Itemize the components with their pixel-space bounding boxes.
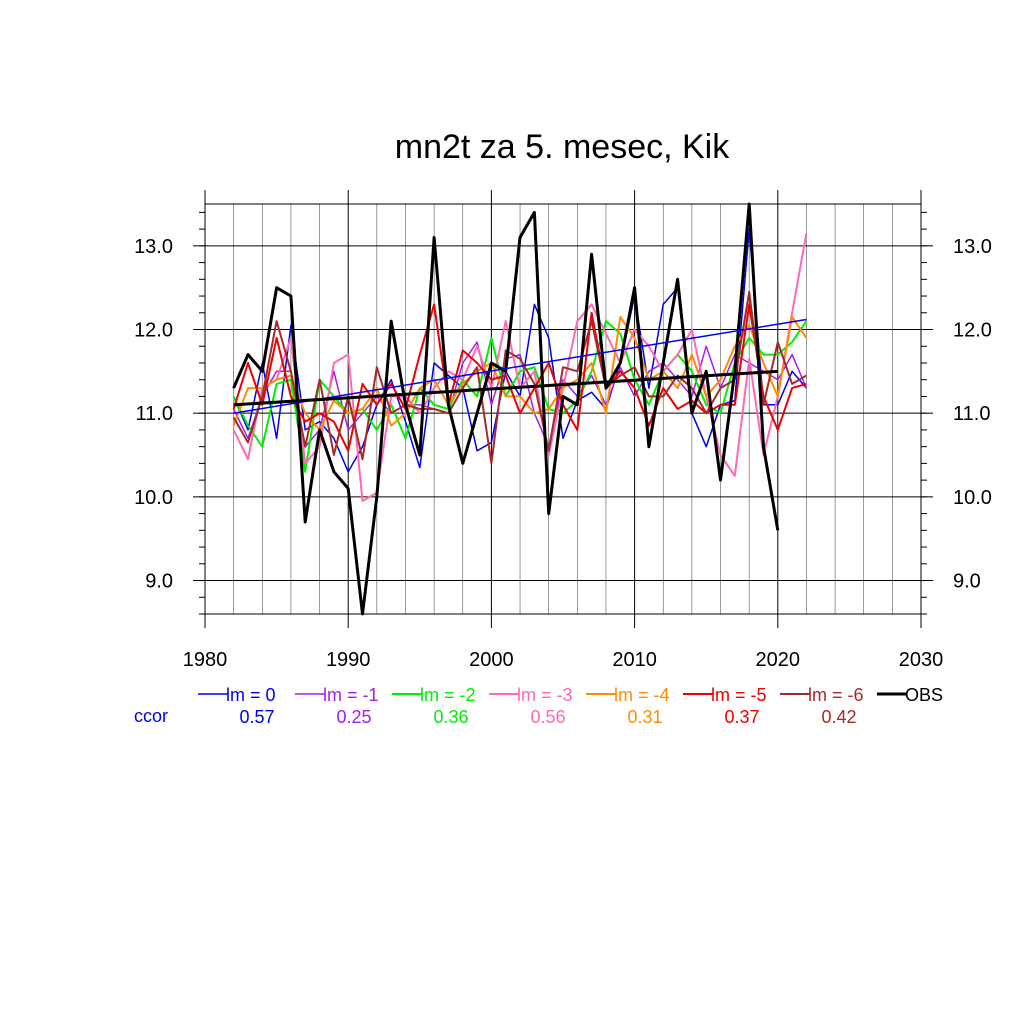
ccor-label: ccor [134,706,168,726]
x-tick-label: 1990 [326,649,371,671]
legend-ccor-value: 0.31 [627,707,662,727]
y-tick-label-right: 9.0 [953,571,981,593]
y-tick-label-right: 10.0 [953,487,992,509]
legend-ccor-value: 0.57 [239,707,274,727]
axis-ticks: 1980 1990 2000 2010 2020 2030 9.0 9.0 10.0 10.0 11… [134,190,992,671]
x-tick-label: 2020 [756,649,801,671]
y-tick-label-left: 10.0 [134,487,173,509]
trend-line [233,369,778,407]
y-tick-label-right: 11.0 [953,403,990,425]
legend-label: lm = 0 [226,685,276,705]
series-line-obs [232,202,780,616]
legend-label: lm = -4 [614,685,670,705]
legend-ccor-value: 0.37 [724,707,759,727]
y-tick-label-right: 12.0 [953,320,992,342]
y-tick-label-left: 13.0 [134,236,173,258]
y-tick-label-left: 11.0 [136,403,173,425]
x-tick-label: 1980 [183,649,228,671]
y-tick-label-left: 12.0 [134,320,173,342]
series-lines [232,202,808,616]
chart-title: mn2t za 5. mesec, Kik [395,128,730,166]
legend-label: lm = -3 [517,685,573,705]
x-tick-label: 2010 [612,649,657,671]
legend-label: OBS [905,685,943,705]
legend-label: lm = -6 [808,685,864,705]
y-tick-label-left: 9.0 [145,571,173,593]
y-tick-label-right: 13.0 [953,236,992,258]
legend-label: lm = -2 [420,685,476,705]
legend-ccor-value: 0.42 [821,707,856,727]
x-tick-label: 2030 [899,649,944,671]
legend-label: lm = -1 [323,685,379,705]
legend-ccor-value: 0.56 [530,707,565,727]
legend: ccor lm = 00.57 lm = -10.25 lm = -20.36 lm … [134,685,943,727]
plot-frame [204,203,922,615]
legend-ccor-value: 0.25 [336,707,371,727]
series-line-lm-4 [232,316,808,431]
legend-label: lm = -5 [711,685,767,705]
x-tick-label: 2000 [469,649,514,671]
legend-ccor-value: 0.36 [433,707,468,727]
